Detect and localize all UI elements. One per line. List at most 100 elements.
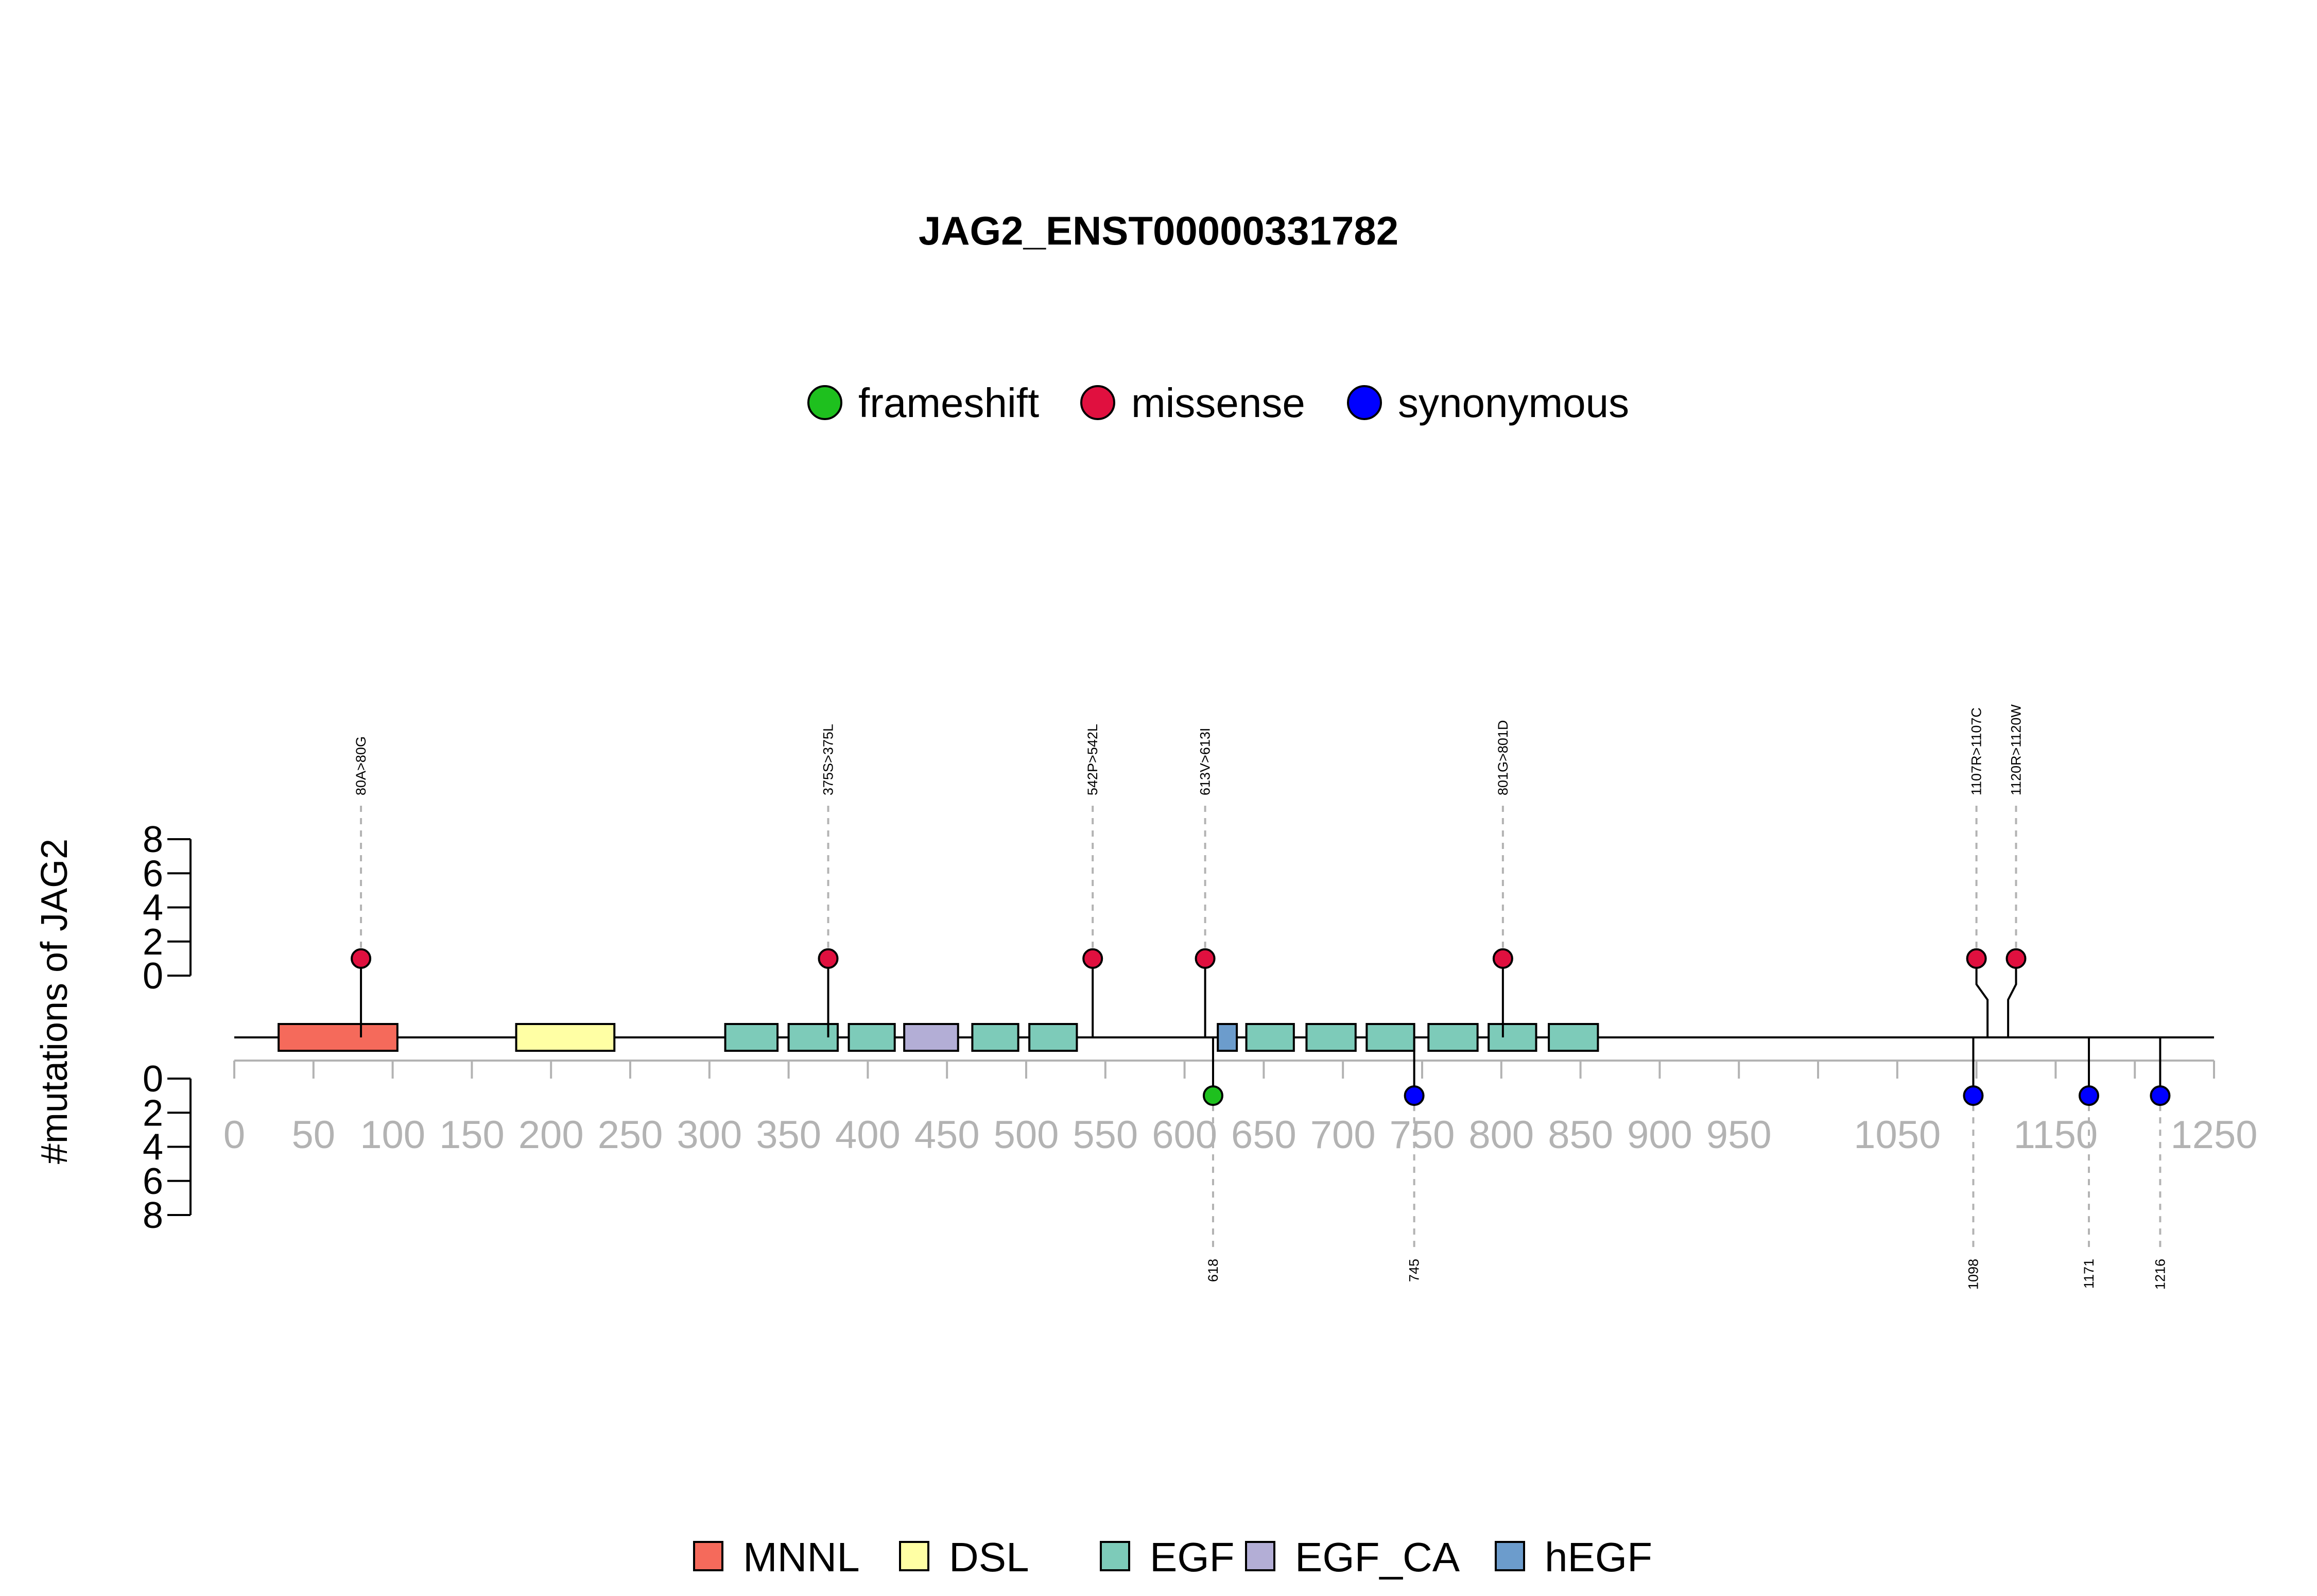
domain-legend-MNNL-label: MNNL — [743, 1534, 860, 1580]
x-tick-label-1250: 1250 — [2170, 1113, 2257, 1157]
domain-EGF-11 — [1365, 1023, 1415, 1052]
x-axis: 0 50 100 150 200 250 300 350 400 450 500 550 600 650 7… — [223, 1060, 2258, 1157]
top-mutation-point-2 — [1082, 948, 1103, 969]
bottom-mutation-point-4 — [2150, 1085, 2171, 1106]
bottom-mutation-point-2 — [1963, 1085, 1984, 1106]
y-top-tick-label-0: 0 — [143, 956, 163, 997]
top-mutation-point-5 — [1966, 948, 1987, 969]
y-bottom-tick-label-6: 6 — [143, 1161, 163, 1202]
bottom-mutations: 618 745 1098 1171 1216 — [1202, 1037, 2171, 1290]
bottom-mutation-point-1 — [1404, 1085, 1425, 1106]
domain-legend: MNNL DSL EGF EGF_CA hEGF — [693, 1534, 1652, 1580]
top-mutation-label-0: 80A>80G — [353, 736, 369, 795]
x-tick-label-900: 900 — [1627, 1113, 1692, 1157]
y-bottom-tick-label-2: 2 — [143, 1092, 163, 1134]
x-tick-label-350: 350 — [756, 1113, 821, 1157]
top-mutation-label-5: 1107R>1107C — [1969, 707, 1984, 795]
x-tick-label-800: 800 — [1468, 1113, 1534, 1157]
domain-EGF-12 — [1427, 1023, 1479, 1052]
x-tick-label-0: 0 — [223, 1113, 245, 1157]
legend-frameshift-marker — [807, 385, 842, 420]
bottom-mutation-point-3 — [2078, 1085, 2099, 1106]
domain-EGF-3 — [787, 1023, 839, 1052]
top-mutation-point-1 — [818, 948, 839, 969]
domain-MNNL-0 — [278, 1023, 399, 1052]
top-mutation-label-2: 542P>542L — [1085, 724, 1100, 795]
x-tick-label-600: 600 — [1152, 1113, 1217, 1157]
x-tick-label-700: 700 — [1310, 1113, 1376, 1157]
chart-title: JAG2_ENST00000331782 — [919, 208, 1398, 253]
domain-EGF-9 — [1245, 1023, 1295, 1052]
x-tick-label-950: 950 — [1706, 1113, 1772, 1157]
domain-legend-EGF_CA-swatch — [1245, 1541, 1275, 1571]
mutation-type-legend: frameshift missense synonymous — [807, 380, 1629, 426]
y-top-tick-label-4: 4 — [143, 888, 163, 929]
bottom-mutation-label-0: 618 — [1205, 1259, 1221, 1282]
x-tick-label-450: 450 — [914, 1113, 980, 1157]
x-tick-label-300: 300 — [677, 1113, 742, 1157]
bottom-mutation-point-0 — [1202, 1085, 1223, 1106]
domain-EGF-2 — [724, 1023, 779, 1052]
y-top-tick-label-2: 2 — [143, 922, 163, 963]
top-mutation-point-6 — [2005, 948, 2027, 969]
top-mutation-label-6: 1120R>1120W — [2009, 704, 2024, 795]
x-tick-label-850: 850 — [1548, 1113, 1613, 1157]
domain-legend-hEGF-swatch — [1495, 1541, 1525, 1571]
domain-EGF-10 — [1305, 1023, 1357, 1052]
top-mutation-label-4: 801G>801D — [1495, 720, 1511, 795]
bottom-mutation-label-1: 745 — [1407, 1259, 1422, 1282]
legend-missense-label: missense — [1131, 380, 1305, 426]
bottom-mutation-label-3: 1171 — [2081, 1259, 2097, 1289]
domain-EGF_CA-5 — [903, 1023, 959, 1052]
domain-DSL-1 — [515, 1023, 616, 1052]
y-axis-label: #mutations of JAG2 — [34, 839, 75, 1164]
x-tick-label-400: 400 — [835, 1113, 901, 1157]
domain-EGF-4 — [848, 1023, 896, 1052]
domain-legend-EGF-swatch — [1100, 1541, 1130, 1571]
top-mutation-stem-6 — [2007, 958, 2017, 1037]
domain-legend-EGF_CA-label: EGF_CA — [1295, 1534, 1460, 1580]
x-tick-label-650: 650 — [1231, 1113, 1296, 1157]
y-top-tick-label-8: 8 — [143, 819, 163, 860]
x-tick-label-1050: 1050 — [1854, 1113, 1941, 1157]
top-mutation-label-1: 375S>375L — [821, 724, 836, 795]
domain-EGF-7 — [1028, 1023, 1078, 1052]
domain-legend-DSL-label: DSL — [949, 1534, 1029, 1580]
domain-legend-EGF-label: EGF — [1150, 1534, 1234, 1580]
x-tick-label-1150: 1150 — [2014, 1113, 2098, 1157]
legend-synonymous-label: synonymous — [1398, 380, 1629, 426]
x-tick-label-550: 550 — [1073, 1113, 1138, 1157]
domain-EGF-13 — [1488, 1023, 1537, 1052]
x-tick-label-250: 250 — [598, 1113, 663, 1157]
legend-frameshift-label: frameshift — [858, 380, 1039, 426]
top-mutation-label-3: 613V>613I — [1198, 728, 1213, 795]
domain-legend-MNNL-swatch — [693, 1541, 723, 1571]
domain-hEGF-8 — [1217, 1023, 1238, 1052]
domain-regions — [278, 1023, 1599, 1052]
domain-legend-hEGF-label: hEGF — [1545, 1534, 1652, 1580]
legend-missense-marker — [1080, 385, 1115, 420]
x-tick-label-150: 150 — [439, 1113, 505, 1157]
x-tick-label-750: 750 — [1390, 1113, 1455, 1157]
domain-EGF-6 — [971, 1023, 1019, 1052]
y-top-tick-label-6: 6 — [143, 853, 163, 894]
top-mutation-point-4 — [1492, 948, 1513, 969]
y-bottom-tick-label-0: 0 — [143, 1059, 163, 1100]
top-mutation-point-0 — [351, 948, 372, 969]
legend-synonymous-marker — [1347, 385, 1382, 420]
domain-EGF-14 — [1548, 1023, 1599, 1052]
bottom-mutation-label-2: 1098 — [1965, 1259, 1981, 1290]
domain-legend-DSL-swatch — [899, 1541, 929, 1571]
x-tick-label-100: 100 — [360, 1113, 425, 1157]
x-tick-label-50: 50 — [292, 1113, 336, 1157]
bottom-mutation-label-4: 1216 — [2152, 1259, 2168, 1290]
top-mutation-stem-5 — [1975, 958, 1989, 1037]
x-tick-label-500: 500 — [994, 1113, 1059, 1157]
x-tick-label-200: 200 — [518, 1113, 584, 1157]
y-bottom-tick-label-8: 8 — [143, 1195, 163, 1236]
top-mutations: 80A>80G 375S>375L 542P>542L 613V>613I 801G>8… — [351, 704, 2027, 1037]
